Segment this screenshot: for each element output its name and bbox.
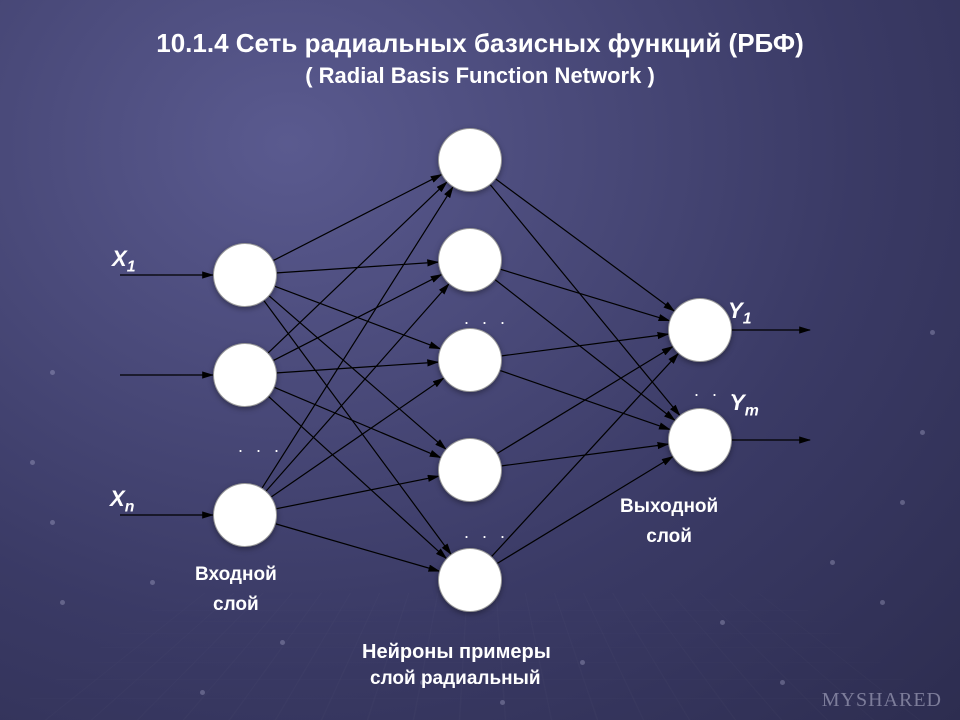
ellipsis-0: . . . (238, 436, 283, 457)
label-x1: X1 (112, 246, 136, 276)
hidden-node-h1 (438, 128, 502, 192)
label-ym: Ym (730, 390, 759, 420)
hidden-node-h2 (438, 228, 502, 292)
input-node-x1 (213, 243, 277, 307)
rbf-network-diagram: . . .. . .. . .. . . X1 Xn Y1 Ym Входной… (0, 120, 960, 660)
label-y1: Y1 (728, 298, 752, 328)
output-node-ym (668, 408, 732, 472)
layer-label-hidden-2: слой радиальный (370, 664, 541, 694)
hidden-node-h4 (438, 438, 502, 502)
ellipsis-2: . . . (464, 522, 509, 543)
output-node-y1 (668, 298, 732, 362)
page-title: 10.1.4 Сеть радиальных базисных функций … (0, 26, 960, 91)
label-xn: Xn (110, 486, 134, 516)
layer-label-output: Выходной слой (620, 492, 718, 553)
hidden-node-h3 (438, 328, 502, 392)
input-node-x2 (213, 343, 277, 407)
title-line2: ( Radial Basis Function Network ) (0, 61, 960, 91)
ellipsis-1: . . . (464, 308, 509, 329)
input-node-xn (213, 483, 277, 547)
watermark: MYSHARED (822, 689, 942, 712)
layer-label-input: Входной слой (195, 560, 277, 621)
hidden-node-h5 (438, 548, 502, 612)
title-line1: 10.1.4 Сеть радиальных базисных функций … (0, 26, 960, 61)
